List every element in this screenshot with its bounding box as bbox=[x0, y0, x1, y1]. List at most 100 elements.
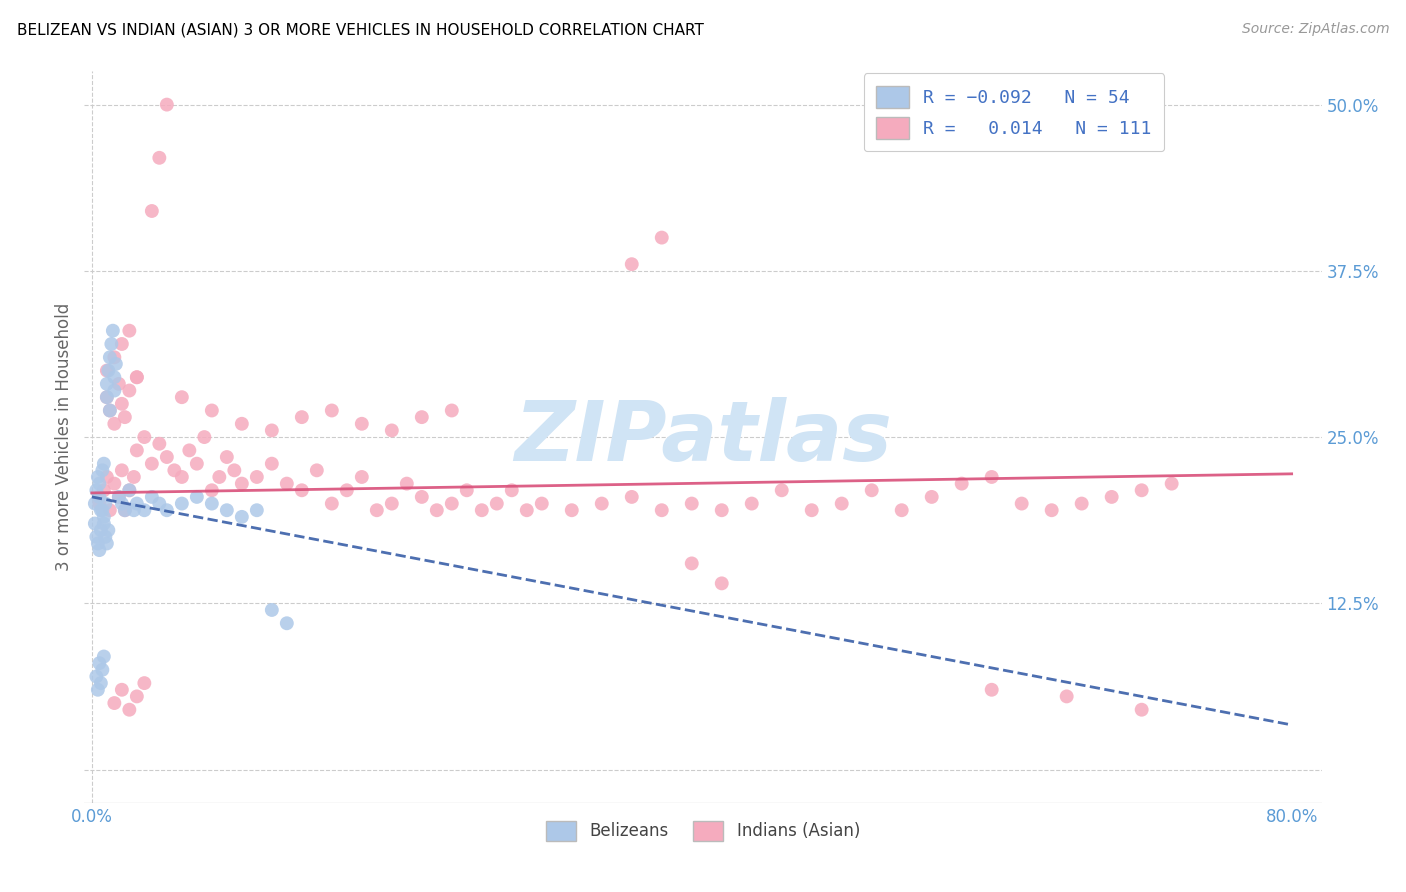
Point bbox=[193, 430, 215, 444]
Point bbox=[246, 503, 269, 517]
Point bbox=[93, 483, 115, 498]
Point bbox=[1040, 503, 1063, 517]
Point bbox=[125, 497, 148, 511]
Point bbox=[97, 523, 120, 537]
Point bbox=[141, 204, 163, 219]
Point bbox=[96, 536, 118, 550]
Point bbox=[381, 497, 404, 511]
Point bbox=[125, 370, 148, 384]
Point bbox=[163, 463, 186, 477]
Point bbox=[89, 543, 111, 558]
Point bbox=[950, 476, 973, 491]
Point bbox=[103, 351, 125, 365]
Point bbox=[103, 417, 125, 431]
Point bbox=[1101, 490, 1123, 504]
Point bbox=[321, 497, 343, 511]
Point bbox=[471, 503, 494, 517]
Point bbox=[93, 516, 115, 531]
Point bbox=[118, 384, 141, 398]
Point bbox=[125, 370, 148, 384]
Point bbox=[186, 457, 208, 471]
Point bbox=[1130, 483, 1153, 498]
Point bbox=[86, 530, 108, 544]
Point bbox=[156, 97, 179, 112]
Point bbox=[108, 490, 131, 504]
Point bbox=[104, 357, 127, 371]
Point bbox=[118, 483, 141, 498]
Point bbox=[260, 603, 283, 617]
Point bbox=[321, 403, 343, 417]
Point bbox=[215, 503, 238, 517]
Text: ZIPatlas: ZIPatlas bbox=[515, 397, 891, 477]
Point bbox=[89, 656, 111, 670]
Point bbox=[170, 390, 193, 404]
Point bbox=[103, 384, 125, 398]
Point bbox=[97, 363, 120, 377]
Point bbox=[291, 483, 314, 498]
Point bbox=[111, 682, 134, 697]
Point bbox=[89, 476, 111, 491]
Point bbox=[561, 503, 583, 517]
Point bbox=[83, 516, 105, 531]
Point bbox=[87, 536, 110, 550]
Point bbox=[87, 682, 110, 697]
Point bbox=[366, 503, 388, 517]
Point bbox=[118, 483, 141, 498]
Point bbox=[114, 503, 136, 517]
Point bbox=[426, 503, 449, 517]
Point bbox=[148, 436, 170, 450]
Point bbox=[208, 470, 231, 484]
Point bbox=[134, 430, 156, 444]
Point bbox=[98, 403, 121, 417]
Point bbox=[224, 463, 246, 477]
Point bbox=[246, 470, 269, 484]
Point bbox=[134, 676, 156, 690]
Point bbox=[201, 403, 224, 417]
Point bbox=[86, 669, 108, 683]
Point bbox=[103, 476, 125, 491]
Point bbox=[156, 450, 179, 464]
Point bbox=[111, 497, 134, 511]
Point bbox=[94, 497, 117, 511]
Point bbox=[1011, 497, 1033, 511]
Point bbox=[591, 497, 613, 511]
Point bbox=[231, 509, 253, 524]
Point bbox=[395, 476, 418, 491]
Text: BELIZEAN VS INDIAN (ASIAN) 3 OR MORE VEHICLES IN HOUSEHOLD CORRELATION CHART: BELIZEAN VS INDIAN (ASIAN) 3 OR MORE VEH… bbox=[17, 22, 704, 37]
Point bbox=[96, 470, 118, 484]
Point bbox=[90, 503, 112, 517]
Point bbox=[276, 476, 298, 491]
Point bbox=[456, 483, 478, 498]
Point bbox=[89, 490, 111, 504]
Point bbox=[114, 503, 136, 517]
Point bbox=[291, 410, 314, 425]
Point bbox=[980, 682, 1002, 697]
Point bbox=[980, 470, 1002, 484]
Text: Source: ZipAtlas.com: Source: ZipAtlas.com bbox=[1241, 22, 1389, 37]
Point bbox=[91, 663, 114, 677]
Point bbox=[156, 503, 179, 517]
Point bbox=[98, 403, 121, 417]
Point bbox=[100, 337, 122, 351]
Point bbox=[1160, 476, 1182, 491]
Point bbox=[260, 457, 283, 471]
Y-axis label: 3 or more Vehicles in Household: 3 or more Vehicles in Household bbox=[55, 303, 73, 571]
Point bbox=[122, 470, 145, 484]
Point bbox=[86, 483, 108, 498]
Point bbox=[440, 497, 463, 511]
Point bbox=[260, 424, 283, 438]
Point bbox=[1056, 690, 1078, 704]
Point bbox=[96, 390, 118, 404]
Point bbox=[530, 497, 553, 511]
Point bbox=[87, 470, 110, 484]
Point bbox=[201, 483, 224, 498]
Point bbox=[103, 370, 125, 384]
Point bbox=[890, 503, 912, 517]
Point bbox=[91, 463, 114, 477]
Point bbox=[93, 649, 115, 664]
Point bbox=[98, 503, 121, 517]
Point bbox=[411, 410, 433, 425]
Point bbox=[108, 376, 131, 391]
Point bbox=[125, 690, 148, 704]
Point bbox=[93, 509, 115, 524]
